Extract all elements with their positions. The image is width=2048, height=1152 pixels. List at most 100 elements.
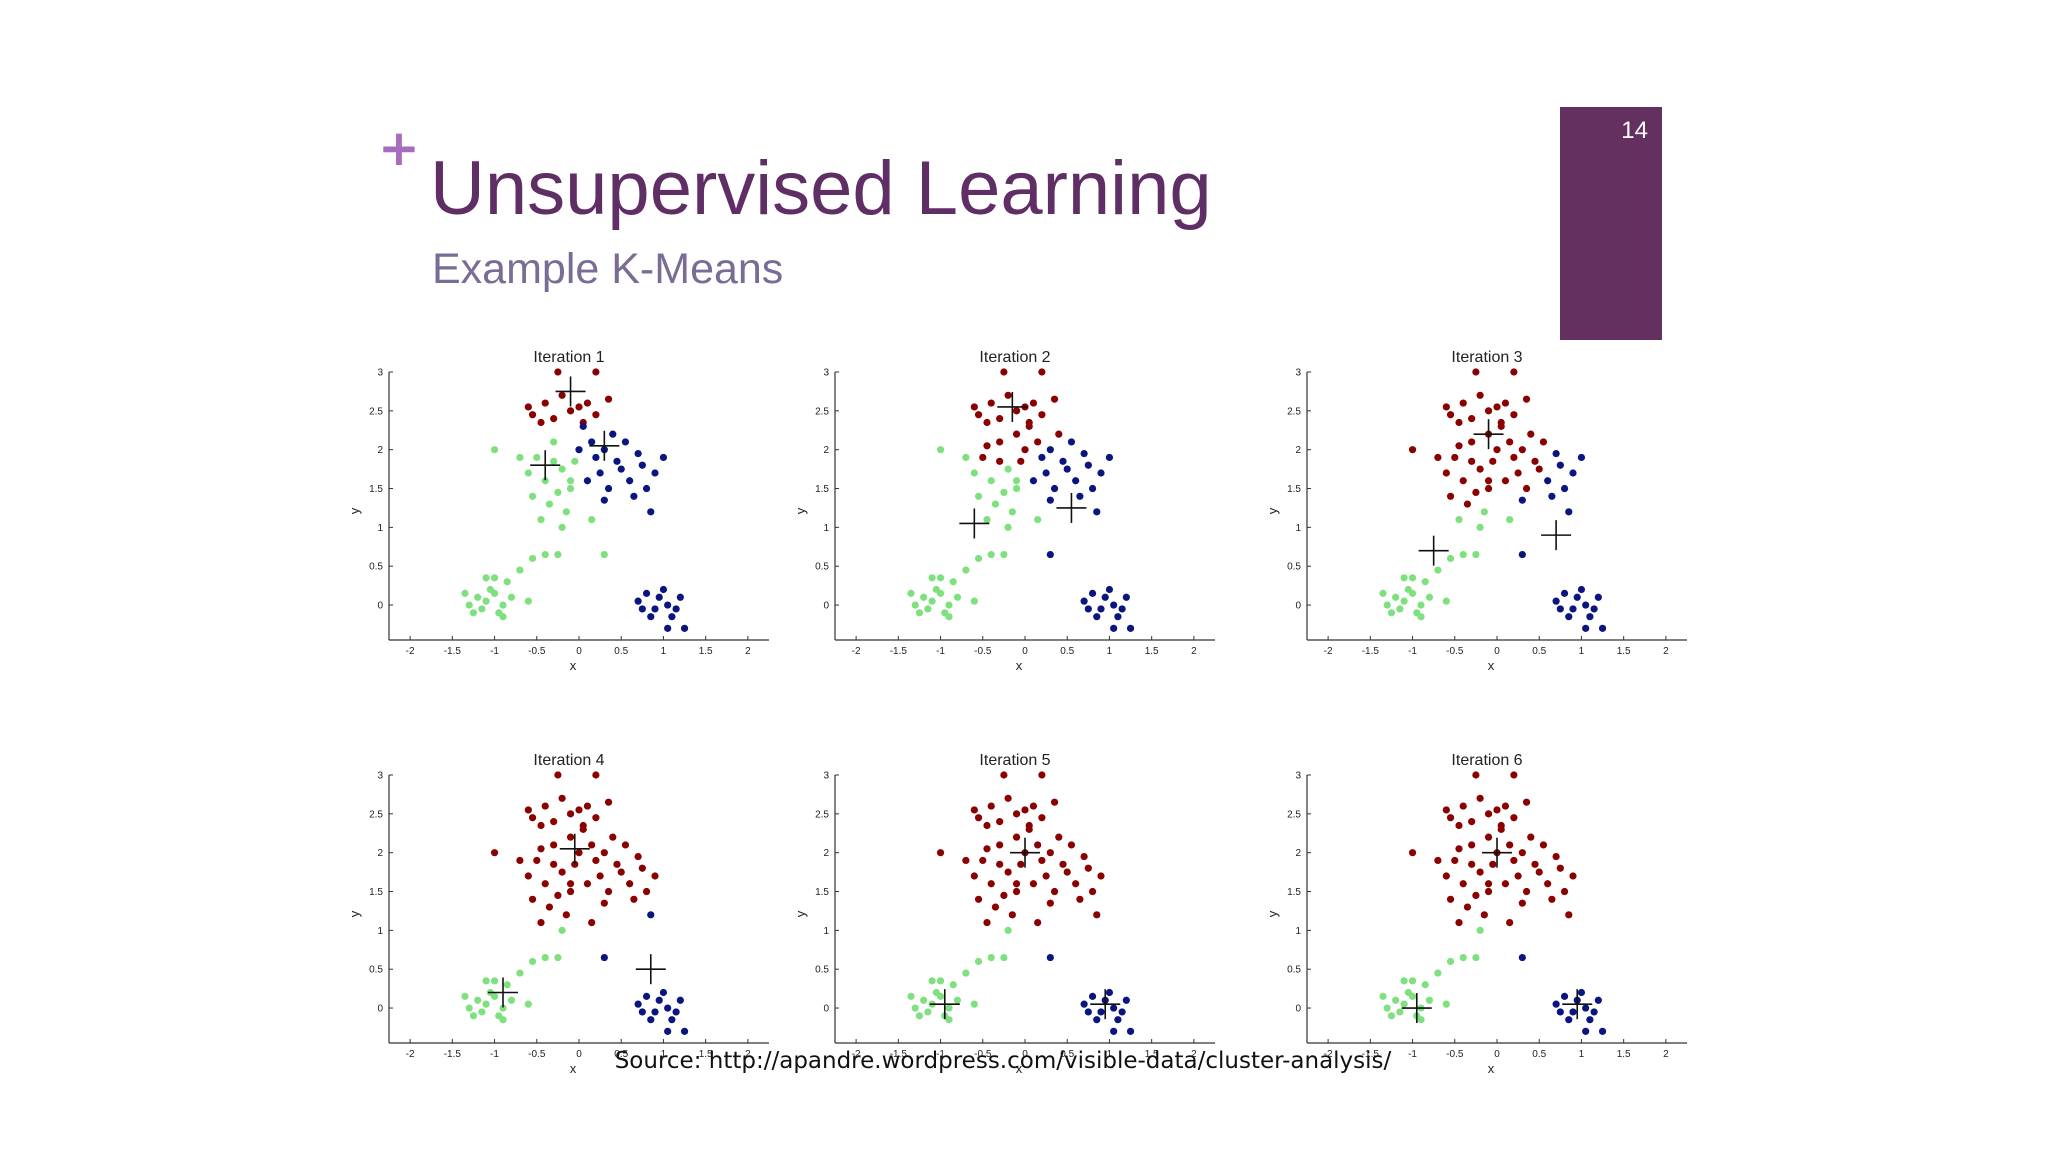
data-point	[1012, 887, 1021, 896]
data-point	[1442, 469, 1450, 477]
data-point	[528, 814, 537, 822]
data-point	[642, 484, 651, 493]
data-point	[647, 1016, 655, 1024]
data-point	[528, 957, 537, 966]
data-point	[1396, 605, 1404, 613]
data-point	[503, 981, 511, 989]
data-point	[490, 574, 499, 582]
data-point	[672, 605, 680, 613]
data-point	[962, 856, 970, 865]
data-point	[469, 609, 478, 617]
data-point	[1510, 814, 1518, 822]
x-tick-label: -1.5	[890, 646, 908, 657]
data-point	[1480, 508, 1488, 516]
data-point	[1076, 895, 1084, 903]
data-point	[1472, 550, 1480, 559]
data-point	[1434, 856, 1442, 865]
data-point	[566, 407, 575, 415]
data-point	[1114, 613, 1122, 621]
data-point	[1582, 1027, 1590, 1035]
data-point	[566, 833, 575, 841]
data-point	[1556, 864, 1564, 872]
data-point	[499, 1016, 507, 1024]
data-point	[996, 818, 1004, 826]
data-point	[516, 969, 524, 977]
data-point	[524, 597, 532, 605]
data-point	[1000, 953, 1008, 962]
data-point	[634, 1000, 642, 1008]
data-point	[1000, 891, 1008, 900]
x-tick-label: 1.5	[1145, 1049, 1159, 1060]
data-point	[1455, 821, 1463, 830]
data-point	[1097, 469, 1105, 477]
data-point	[588, 918, 596, 927]
data-point	[1088, 887, 1097, 896]
data-point	[1055, 833, 1063, 841]
data-point	[474, 996, 482, 1004]
data-point	[1484, 833, 1493, 841]
data-point	[642, 887, 651, 896]
data-point	[575, 806, 583, 814]
data-point	[928, 597, 936, 605]
data-point	[1396, 1008, 1404, 1016]
x-tick-label: 0	[1494, 1049, 1500, 1060]
data-point	[482, 1000, 490, 1008]
source-text: Source: http://apandre.wordpress.com/vis…	[614, 1048, 1392, 1074]
data-point	[1472, 488, 1480, 497]
data-point	[575, 446, 583, 454]
data-point	[1093, 508, 1101, 516]
data-point	[1012, 810, 1021, 818]
data-point	[1392, 996, 1400, 1004]
data-point	[1459, 399, 1467, 407]
y-axis-label: y	[347, 507, 362, 514]
data-point	[1446, 895, 1455, 903]
data-point	[604, 798, 613, 806]
data-point	[1514, 469, 1522, 477]
data-point	[979, 856, 987, 865]
y-tick-label: 3	[377, 368, 383, 379]
y-tick-label: 2	[1295, 848, 1301, 859]
data-point	[1459, 953, 1467, 962]
data-point	[1118, 1008, 1126, 1016]
data-point	[1404, 988, 1412, 997]
data-point	[1560, 887, 1569, 896]
data-point	[507, 996, 516, 1004]
data-point	[1472, 953, 1480, 962]
data-point	[507, 593, 516, 601]
x-tick-label: 0	[1494, 646, 1500, 657]
data-point	[1417, 1016, 1425, 1024]
data-point	[1552, 449, 1560, 458]
data-point	[1531, 860, 1539, 868]
scatter-panel: -2 -1.5 -1 -0.5 0 0.5 1 1.5 2 0 0.5 1 1.5 2 2.5 3 Iterat…	[1265, 349, 1687, 673]
x-tick-label: -2	[852, 1049, 861, 1060]
y-tick-label: 2.5	[1287, 809, 1301, 820]
x-tick-label: -2	[1324, 1049, 1333, 1060]
data-point	[1042, 872, 1050, 880]
x-tick-label: -1.5	[1362, 646, 1380, 657]
y-tick-label: 2.5	[1287, 406, 1301, 417]
data-point	[974, 554, 983, 563]
data-point	[647, 508, 655, 516]
data-point	[1093, 1016, 1101, 1024]
data-point	[1097, 1008, 1105, 1016]
y-tick-label: 1.5	[369, 887, 383, 898]
data-point	[566, 477, 575, 485]
data-point	[1451, 856, 1459, 865]
data-point	[1455, 918, 1463, 927]
data-point	[1080, 597, 1088, 605]
data-point	[1552, 1000, 1560, 1008]
data-point	[541, 880, 549, 888]
x-tick-label: -0.5	[1446, 646, 1464, 657]
data-point	[659, 988, 668, 997]
data-point	[524, 872, 532, 880]
x-tick-label: -1	[936, 646, 945, 657]
x-tick-label: -1.5	[444, 646, 462, 657]
x-tick-label: 1.5	[699, 646, 713, 657]
data-point	[945, 1016, 953, 1024]
data-point	[1522, 887, 1531, 896]
data-point	[1598, 1027, 1607, 1035]
y-tick-label: 1	[823, 926, 829, 937]
data-point	[1548, 895, 1556, 903]
y-tick-label: 2.5	[815, 406, 829, 417]
x-tick-label: -2	[406, 1049, 415, 1060]
